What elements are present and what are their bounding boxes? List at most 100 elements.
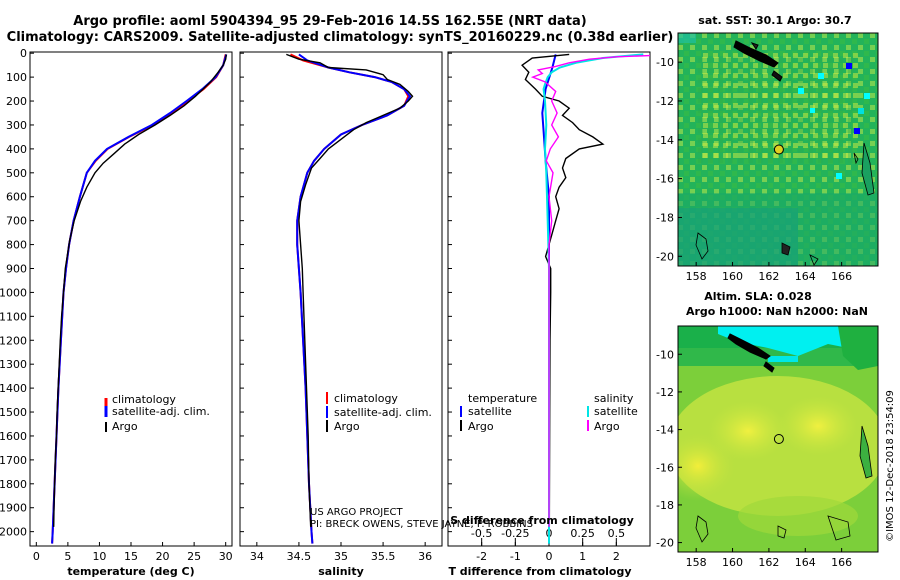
y-tick-label: 1800 xyxy=(0,478,27,491)
legend-t-argo-label: Argo xyxy=(468,420,494,433)
legend-s-argo-label: Argo xyxy=(594,420,620,433)
x-tick-label: 35 xyxy=(334,550,348,563)
credits-line2: PI: BRECK OWENS, STEVE JAYNE, P. ROBBINS xyxy=(310,519,533,530)
map-x-tick-label: 160 xyxy=(722,556,743,569)
salinity-x-axis: 34 34.5 35 35.5 36 xyxy=(250,542,432,563)
y-tick-label: 0 xyxy=(20,47,27,60)
x-tick-label: 2 xyxy=(613,550,620,563)
x-tick-label: 10 xyxy=(92,550,106,563)
map-y-tick-label: -20 xyxy=(656,250,674,263)
sla-map-image xyxy=(678,326,878,552)
y-tick-label: 500 xyxy=(6,167,27,180)
y-tick-label: 300 xyxy=(6,119,27,132)
x-tick-label: -2 xyxy=(476,550,487,563)
map-y-tick-label: -10 xyxy=(656,56,674,69)
series-line-s-argo xyxy=(530,54,651,527)
s-difference-label: S difference from climatology xyxy=(450,514,634,527)
temperature-series xyxy=(51,54,228,544)
sst-map-image xyxy=(678,33,878,266)
series-line-s-satellite xyxy=(542,53,644,544)
y-tick-label: 200 xyxy=(6,95,27,108)
imos-timestamp: ©IMOS 12-Dec-2018 23:54:09 xyxy=(885,390,896,542)
x-tick-label: 5 xyxy=(64,550,71,563)
map-y-tick-label: -12 xyxy=(656,95,674,108)
map-y-tick-label: -20 xyxy=(656,537,674,550)
x-tick-label: 34 xyxy=(250,550,264,563)
y-tick-label: 800 xyxy=(6,239,27,252)
sla-map-axes: 158 160 162 164 166 -10 -12 -14 -16 -18 -20 xyxy=(656,348,852,569)
argo-location-marker xyxy=(773,144,784,155)
salinity-series xyxy=(286,53,414,544)
temperature-legend: climatology satellite-adj. clim. Argo xyxy=(104,393,210,433)
map-x-tick-label: 158 xyxy=(686,556,707,569)
temperature-axes-frame xyxy=(29,51,233,547)
legend-salinity-title: salinity xyxy=(594,392,634,405)
x-tick-label: 34.5 xyxy=(287,550,312,563)
map-x-tick-label: 158 xyxy=(686,270,707,283)
x-tick-label: 0 xyxy=(33,550,40,563)
credits-line1: US ARGO PROJECT xyxy=(310,507,404,518)
t-difference-x-axis: -2 -1 0 1 2 xyxy=(476,542,620,563)
series-line-argo xyxy=(53,54,227,527)
difference-depth-ticks xyxy=(448,52,452,533)
y-tick-label: 1700 xyxy=(0,454,27,467)
legend-temperature-title: temperature xyxy=(468,392,537,405)
map-x-tick-label: 166 xyxy=(831,270,852,283)
map-y-tick-label: -10 xyxy=(656,348,674,361)
x-tick-label: 20 xyxy=(156,550,170,563)
legend-satellite-label: satellite-adj. clim. xyxy=(112,405,210,418)
legend-s-satellite-label: satellite xyxy=(594,405,638,418)
salinity-x-label: salinity xyxy=(318,565,364,578)
x-tick-label: 36 xyxy=(418,550,432,563)
difference-series xyxy=(521,53,651,544)
difference-legend: temperature satellite Argo salinity sate… xyxy=(460,392,638,433)
figure-title-line2: Climatology: CARS2009. Satellite-adjuste… xyxy=(7,30,674,45)
salinity-depth-ticks xyxy=(240,52,244,533)
depth-axis: 0 100 200 300 400 500 600 700 800 900 1000 1100 1200… xyxy=(0,47,34,539)
map-y-tick-label: -14 xyxy=(656,424,674,437)
x-tick-label: 1 xyxy=(579,550,586,563)
s-tick-label: 0.5 xyxy=(608,527,626,540)
temperature-x-axis: 0 5 10 15 20 25 30 xyxy=(33,542,233,563)
s-tick-label: 0.25 xyxy=(570,527,595,540)
temperature-x-label: temperature (deg C) xyxy=(67,565,194,578)
map-y-tick-label: -16 xyxy=(656,173,674,186)
argo-location-marker-sla xyxy=(773,434,784,444)
series-line-climatology xyxy=(51,54,227,544)
map-y-tick-label: -16 xyxy=(656,461,674,474)
figure-title-line1: Argo profile: aoml 5904394_95 29-Feb-201… xyxy=(73,14,586,29)
x-tick-label: 30 xyxy=(219,550,233,563)
map-y-tick-label: -18 xyxy=(656,499,674,512)
y-tick-label: 2000 xyxy=(0,526,27,539)
sla-map: Altim. SLA: 0.028 Argo h1000: NaN h2000:… xyxy=(656,290,879,569)
y-tick-label: 1900 xyxy=(0,502,27,515)
x-tick-label: 15 xyxy=(124,550,138,563)
series-line-satellite-adj-clim- xyxy=(51,54,228,544)
legend-t-satellite-label: satellite xyxy=(468,405,512,418)
sla-map-frame xyxy=(677,325,879,553)
map-y-tick-label: -12 xyxy=(656,386,674,399)
sst-map-axes: 158 160 162 164 166 -10 -12 -14 -16 -18 -20 xyxy=(656,56,852,283)
sst-map-title: sat. SST: 30.1 Argo: 30.7 xyxy=(698,14,851,27)
y-tick-label: 1300 xyxy=(0,358,27,371)
map-y-tick-label: -18 xyxy=(656,211,674,224)
series-line-t-argo xyxy=(521,53,605,532)
y-tick-label: 1600 xyxy=(0,430,27,443)
x-tick-label: 0 xyxy=(546,550,553,563)
t-difference-x-label: T difference from climatology xyxy=(448,565,631,578)
sla-map-title-line2: Argo h1000: NaN h2000: NaN xyxy=(686,305,868,318)
map-x-tick-label: 166 xyxy=(831,556,852,569)
series-line-satellite-adj-clim- xyxy=(296,53,412,544)
s-tick-label: -0.25 xyxy=(501,527,529,540)
difference-panel: -2 -1 0 1 2 -0.5 -0.25 0 0.25 0.5 temperature sa… xyxy=(447,51,651,578)
y-tick-label: 1500 xyxy=(0,406,27,419)
x-tick-label: -1 xyxy=(510,550,521,563)
y-tick-label: 1400 xyxy=(0,382,27,395)
series-line-argo xyxy=(286,53,414,527)
s-tick-label: -0.5 xyxy=(471,527,492,540)
map-x-tick-label: 162 xyxy=(758,270,779,283)
map-x-tick-label: 164 xyxy=(795,556,816,569)
map-y-tick-label: -14 xyxy=(656,134,674,147)
legend-argo-label: Argo xyxy=(112,420,138,433)
legend-argo-label: Argo xyxy=(334,420,360,433)
